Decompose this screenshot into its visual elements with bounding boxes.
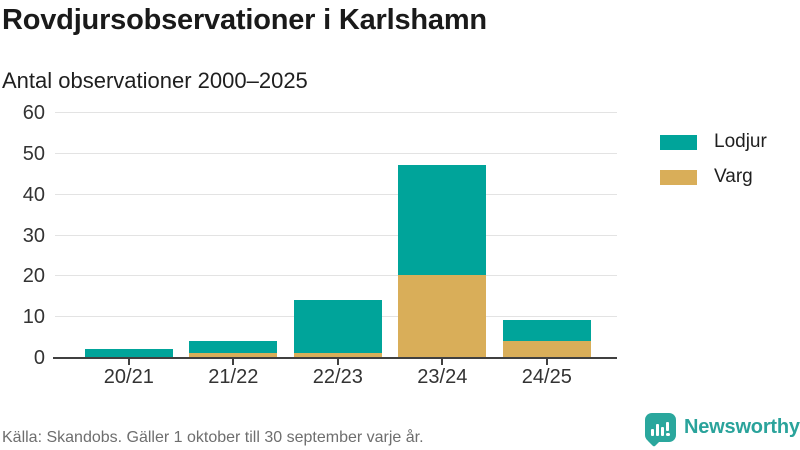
x-axis-line bbox=[53, 357, 617, 359]
newsworthy-logo: Newsworthy bbox=[645, 413, 800, 448]
legend-item-varg: Varg bbox=[660, 166, 767, 189]
legend-label: Varg bbox=[714, 165, 753, 187]
y-tick-label: 40 bbox=[22, 183, 45, 206]
bar-segment-lodjur bbox=[293, 299, 382, 353]
logo-bars-icon bbox=[651, 421, 670, 436]
brand-wordmark: Newsworthy bbox=[684, 416, 800, 438]
gridline bbox=[55, 112, 617, 113]
y-tick-label: 20 bbox=[22, 265, 45, 288]
chart-title: Rovdjursobservationer i Karlshamn bbox=[2, 4, 487, 36]
legend: Lodjur Varg bbox=[660, 131, 767, 201]
bar-segment-lodjur bbox=[189, 340, 278, 353]
bar-segment-varg bbox=[398, 275, 487, 357]
gridline bbox=[55, 275, 617, 277]
legend-swatch-varg bbox=[660, 169, 697, 185]
x-tick-mark bbox=[441, 359, 444, 365]
y-tick-label: 0 bbox=[33, 347, 45, 369]
y-tick-label: 60 bbox=[22, 102, 45, 124]
source-note: Källa: Skandobs. Gäller 1 oktober till 3… bbox=[2, 429, 424, 446]
chart-subtitle: Antal observationer 2000–2025 bbox=[2, 68, 308, 93]
gridline bbox=[55, 193, 617, 195]
legend-item-lodjur: Lodjur bbox=[660, 131, 767, 154]
x-tick-label: 20/21 bbox=[103, 366, 154, 388]
x-tick-mark bbox=[232, 359, 235, 365]
x-tick-label: 23/24 bbox=[417, 366, 468, 388]
bar-segment-varg bbox=[293, 352, 382, 357]
y-tick-label: 30 bbox=[22, 224, 45, 247]
bar-segment-varg bbox=[502, 340, 591, 357]
legend-label: Lodjur bbox=[714, 131, 767, 152]
gridline bbox=[55, 152, 617, 154]
y-tick-label: 50 bbox=[22, 142, 45, 165]
x-tick-label: 22/23 bbox=[312, 366, 363, 388]
bar-segment-lodjur bbox=[502, 320, 591, 341]
x-tick-label: 21/22 bbox=[208, 366, 259, 388]
y-tick-label: 10 bbox=[22, 306, 45, 329]
bar-segment-varg bbox=[189, 352, 278, 357]
gridline bbox=[55, 234, 617, 236]
x-tick-mark bbox=[127, 359, 130, 365]
x-tick-mark bbox=[545, 359, 548, 365]
exclamation-icon bbox=[666, 421, 670, 436]
x-tick-label: 24/25 bbox=[521, 366, 572, 388]
bar-segment-lodjur bbox=[398, 165, 487, 276]
bar-segment-lodjur bbox=[84, 348, 173, 357]
legend-swatch-lodjur bbox=[660, 134, 697, 150]
newsworthy-bubble-chart-icon bbox=[645, 413, 676, 442]
x-tick-mark bbox=[336, 359, 339, 365]
